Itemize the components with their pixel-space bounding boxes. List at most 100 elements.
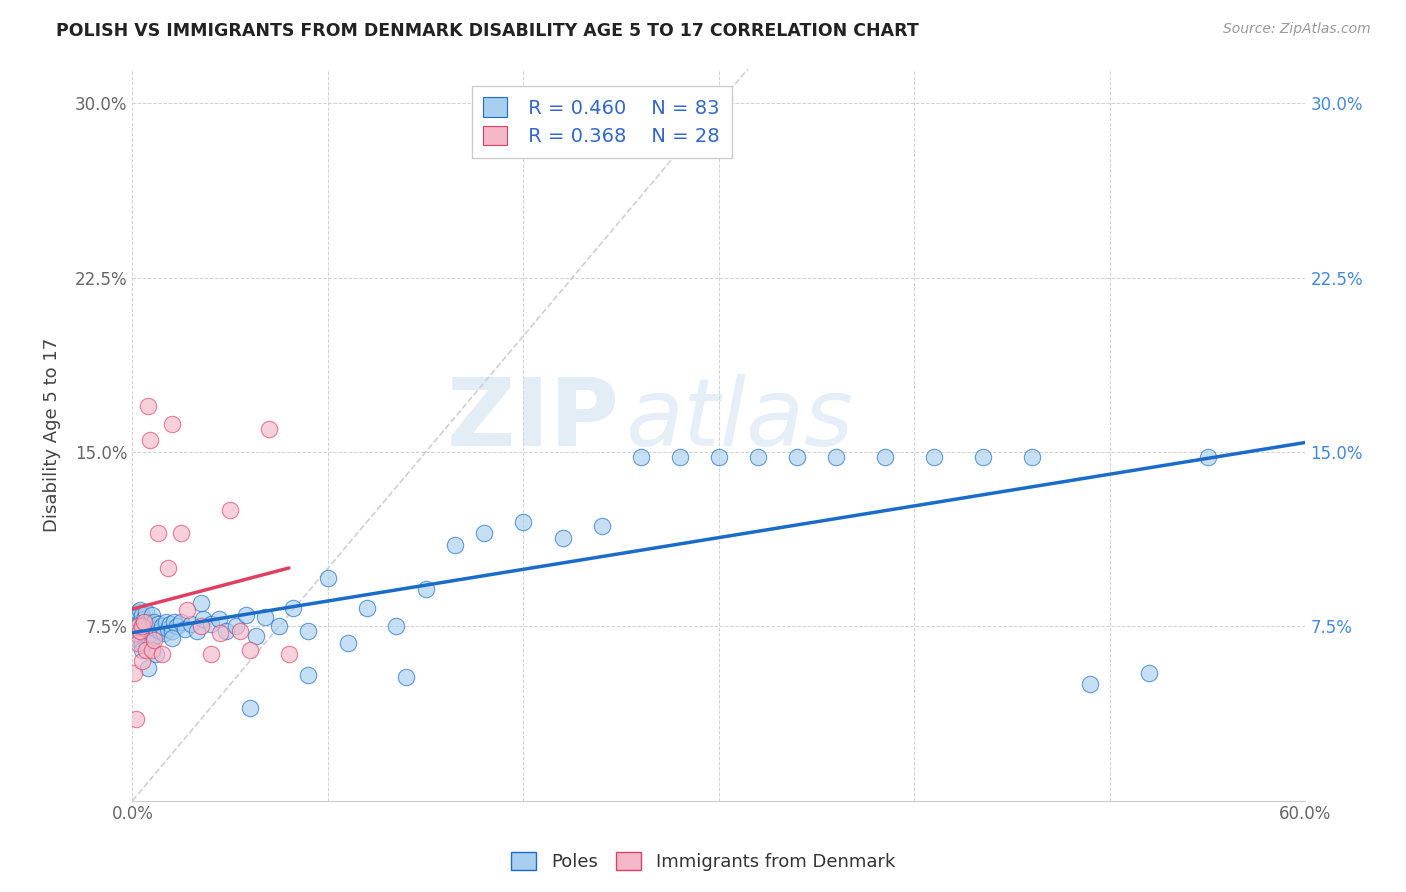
Point bbox=[139, 617, 162, 632]
Legend:  R = 0.460    N = 83,  R = 0.368    N = 28: R = 0.460 N = 83, R = 0.368 N = 28 bbox=[472, 86, 731, 158]
Point bbox=[239, 642, 262, 657]
Point bbox=[166, 619, 188, 633]
Point bbox=[125, 626, 148, 640]
Point bbox=[277, 647, 299, 661]
Point bbox=[134, 626, 156, 640]
Point bbox=[1137, 665, 1160, 680]
Point bbox=[170, 526, 193, 541]
Point bbox=[200, 647, 222, 661]
Point bbox=[141, 607, 163, 622]
Point bbox=[135, 642, 157, 657]
Point bbox=[669, 450, 692, 464]
Point bbox=[297, 624, 319, 638]
Point bbox=[444, 538, 467, 552]
Point bbox=[135, 631, 157, 645]
Point bbox=[134, 615, 156, 629]
Point bbox=[972, 450, 994, 464]
Point bbox=[150, 619, 173, 633]
Point bbox=[825, 450, 848, 464]
Point bbox=[551, 531, 574, 545]
Point bbox=[162, 615, 184, 629]
Point bbox=[186, 624, 208, 638]
Point bbox=[131, 642, 153, 657]
Point bbox=[1021, 450, 1043, 464]
Point bbox=[135, 617, 157, 632]
Point bbox=[124, 665, 146, 680]
Point bbox=[127, 619, 149, 633]
Point bbox=[190, 596, 212, 610]
Point bbox=[385, 619, 408, 633]
Point bbox=[145, 647, 167, 661]
Point bbox=[239, 700, 262, 714]
Point bbox=[136, 661, 159, 675]
Point bbox=[225, 619, 247, 633]
Point bbox=[174, 622, 197, 636]
Point bbox=[129, 631, 152, 645]
Point bbox=[156, 561, 179, 575]
Point bbox=[159, 617, 181, 632]
Point bbox=[143, 629, 166, 643]
Point bbox=[207, 612, 229, 626]
Point bbox=[143, 633, 166, 648]
Point bbox=[259, 422, 281, 436]
Point bbox=[1197, 450, 1219, 464]
Point bbox=[209, 626, 232, 640]
Point bbox=[146, 526, 169, 541]
Point bbox=[136, 629, 159, 643]
Point bbox=[127, 633, 149, 648]
Point bbox=[125, 619, 148, 633]
Text: Source: ZipAtlas.com: Source: ZipAtlas.com bbox=[1223, 22, 1371, 37]
Text: POLISH VS IMMIGRANTS FROM DENMARK DISABILITY AGE 5 TO 17 CORRELATION CHART: POLISH VS IMMIGRANTS FROM DENMARK DISABI… bbox=[56, 22, 920, 40]
Legend: Poles, Immigrants from Denmark: Poles, Immigrants from Denmark bbox=[503, 845, 903, 879]
Point bbox=[136, 399, 159, 413]
Point bbox=[356, 600, 378, 615]
Point bbox=[281, 600, 304, 615]
Point bbox=[336, 635, 359, 649]
Point bbox=[215, 624, 238, 638]
Point bbox=[922, 450, 945, 464]
Point bbox=[149, 624, 172, 638]
Point bbox=[127, 606, 149, 620]
Point bbox=[125, 712, 148, 726]
Point bbox=[160, 631, 183, 645]
Point bbox=[316, 570, 339, 584]
Point bbox=[176, 603, 198, 617]
Point bbox=[152, 626, 174, 640]
Point bbox=[707, 450, 730, 464]
Point bbox=[591, 519, 613, 533]
Point bbox=[143, 615, 166, 629]
Point bbox=[160, 417, 183, 431]
Point bbox=[200, 617, 222, 632]
Point bbox=[160, 624, 183, 638]
Point bbox=[245, 629, 267, 643]
Point bbox=[141, 619, 163, 633]
Point bbox=[875, 450, 897, 464]
Point bbox=[141, 633, 163, 648]
Point bbox=[747, 450, 769, 464]
Point bbox=[235, 607, 257, 622]
Point bbox=[127, 619, 149, 633]
Point bbox=[472, 526, 495, 541]
Point bbox=[134, 612, 156, 626]
Point bbox=[131, 619, 153, 633]
Point bbox=[395, 670, 418, 684]
Point bbox=[145, 622, 167, 636]
Point bbox=[131, 619, 153, 633]
Point bbox=[131, 607, 153, 622]
Point bbox=[135, 606, 157, 620]
Point bbox=[131, 654, 153, 668]
Point bbox=[139, 631, 162, 645]
Point bbox=[191, 612, 214, 626]
Point bbox=[141, 642, 163, 657]
Point bbox=[254, 610, 277, 624]
Point bbox=[125, 610, 148, 624]
Point bbox=[630, 450, 652, 464]
Y-axis label: Disability Age 5 to 17: Disability Age 5 to 17 bbox=[44, 337, 60, 532]
Point bbox=[219, 503, 242, 517]
Point bbox=[1080, 677, 1102, 691]
Point bbox=[415, 582, 437, 596]
Point bbox=[512, 515, 534, 529]
Text: atlas: atlas bbox=[626, 375, 853, 466]
Point bbox=[124, 626, 146, 640]
Point bbox=[190, 619, 212, 633]
